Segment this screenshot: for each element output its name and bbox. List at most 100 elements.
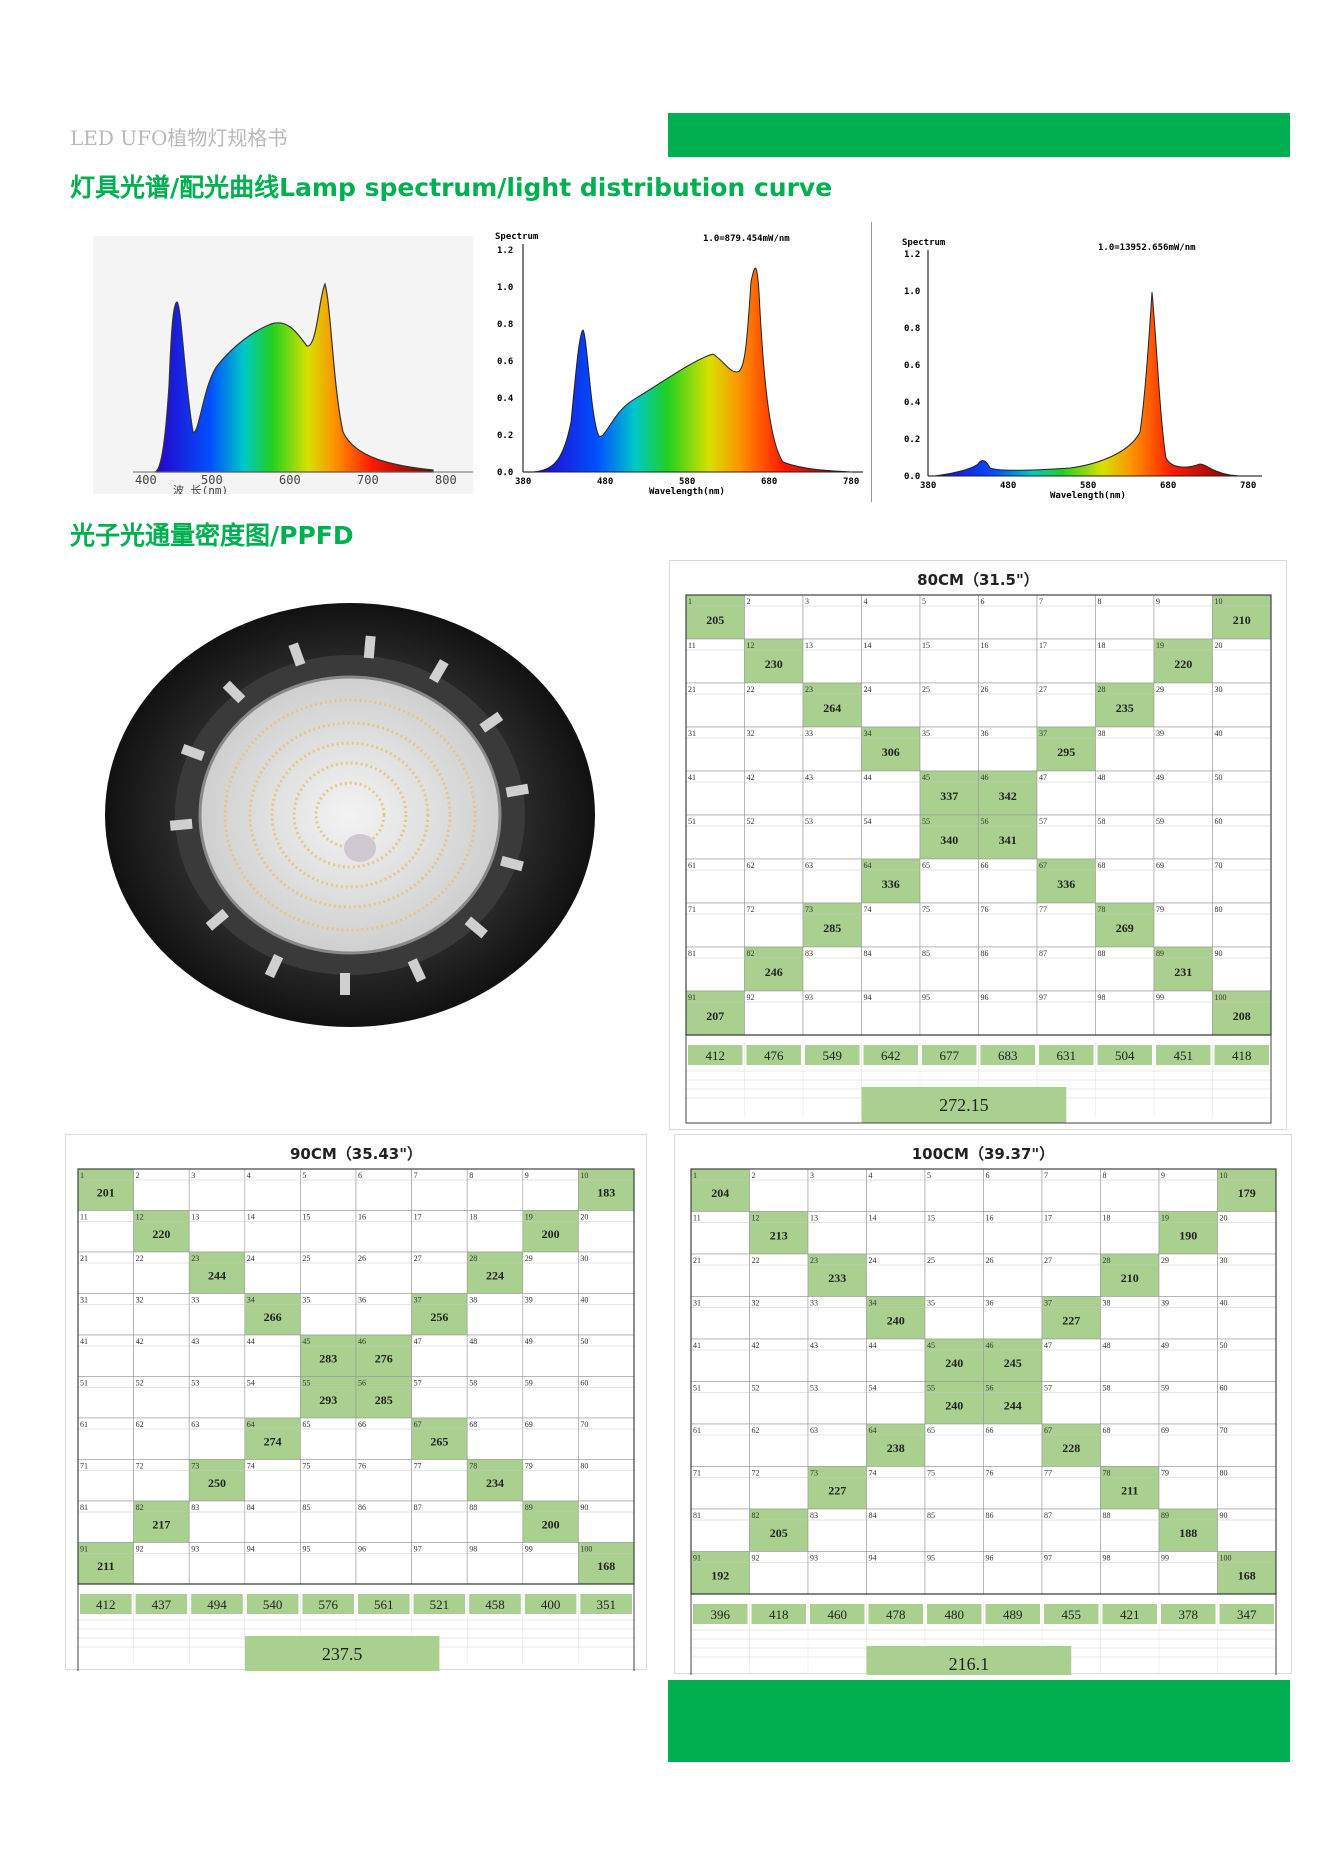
ppfd-cell-index: 60 [1215,817,1223,826]
ppfd-cell-value: 200 [542,1227,560,1241]
ppfd-cell [133,1417,190,1460]
ppfd-cell-index: 22 [752,1256,760,1265]
ppfd-cell [1217,1381,1277,1425]
ppfd-cell [133,1293,190,1336]
ppfd-cell-index: 4 [864,597,868,606]
ppfd-cell-index: 78 [469,1462,477,1471]
ppfd-cell-index: 55 [302,1379,310,1388]
ppfd-cell-filled [807,1253,867,1297]
ppfd-cell-index: 13 [810,1214,818,1223]
ppfd-cell-value: 240 [887,1314,905,1328]
spectrum-red-ytick-1: 0.2 [904,435,920,445]
ppfd-cell-value: 217 [152,1517,170,1531]
ppfd-cell [685,814,745,860]
ppfd-cell-index: 76 [986,1469,994,1478]
ppfd-cell-value: 227 [1062,1314,1080,1328]
ppfd-cell [749,1168,809,1212]
ppfd-cell-index: 100 [580,1545,592,1554]
ppfd-cell-filled [1153,946,1213,992]
ppfd-cell-value: 306 [882,745,900,759]
ppfd-cell-index: 15 [927,1214,935,1223]
color-spectrum-tick-700: 700 [357,473,379,487]
ppfd-cell [300,1500,357,1543]
ppfd-cell-value: 264 [823,701,841,715]
ppfd-cell-index: 51 [80,1379,88,1388]
ppfd-cell-index: 92 [752,1554,760,1563]
ppfd-cell-index: 33 [810,1299,818,1308]
ppfd-cell-index: 71 [693,1469,701,1478]
ppfd-cell-index: 35 [927,1299,935,1308]
ppfd-column-sum-cell [1039,1045,1094,1065]
ppfd-cell-index: 81 [80,1503,88,1512]
ppfd-cell [300,1293,357,1336]
ppfd-cell [1153,594,1213,640]
ppfd-cell-index: 61 [80,1420,88,1429]
ppfd-cell-index: 75 [302,1462,310,1471]
ppfd-cell [866,1508,926,1552]
ppfd-cell [1212,858,1272,904]
ppfd-cell [1158,1381,1218,1425]
ppfd-cell [978,858,1038,904]
ppfd-cell-filled [300,1376,357,1419]
ppfd-cell-filled [1158,1508,1218,1552]
ppfd-cell-index: 53 [805,817,813,826]
ppfd-cell-index: 83 [805,949,813,958]
ppfd-cell [578,1376,635,1419]
ppfd-cell-value: 293 [319,1393,337,1407]
ppfd-cell [244,1500,301,1543]
ppfd-cell [411,1168,468,1211]
ppfd-cell-index: 43 [805,773,813,782]
ppfd-cell-index: 70 [580,1420,588,1429]
ppfd-cell-index: 7 [1039,597,1043,606]
ppfd-cell-index: 85 [922,949,930,958]
spectrum-red-ytick-5: 1.0 [904,287,920,297]
ppfd-cell-value: 336 [1057,877,1075,891]
spectrum-full-xtick-680: 680 [761,477,777,487]
ppfd-cell [188,1376,246,1419]
ppfd-cell-index: 8 [1103,1171,1107,1180]
ppfd-cell-index: 39 [525,1296,533,1305]
ppfd-column-sum-cell [469,1594,521,1614]
ppfd-cell [861,990,921,1036]
ppfd-cell-index: 56 [358,1379,366,1388]
spectrum-full-xtick-780: 780 [843,477,859,487]
ppfd-cell-index: 92 [747,993,755,1002]
ppfd-cell-value: 207 [706,1009,724,1023]
ppfd-cell-index: 75 [927,1469,935,1478]
ppfd-cell-value: 205 [706,613,724,627]
ppfd-cell-index: 45 [302,1337,310,1346]
ppfd-cell [983,1508,1043,1552]
ppfd-cell [1100,1296,1160,1340]
ppfd-cell [807,1423,867,1467]
ppfd-average-box [866,1646,1072,1675]
spectrum-full-ytick-6: 1.2 [497,246,513,256]
ppfd-cell-index: 70 [1215,861,1223,870]
ppfd-cell-index: 77 [1044,1469,1052,1478]
ppfd-cell [1158,1168,1218,1212]
ppfd-cell-index: 40 [1215,729,1223,738]
ppfd-cell [578,1251,635,1294]
ppfd-column-sum-cell [1156,1045,1211,1065]
ppfd-cell-index: 87 [1044,1511,1052,1520]
ppfd-cell [685,858,745,904]
ppfd-cell [1041,1253,1101,1297]
ppfd-cell-index: 23 [805,685,813,694]
ppfd-cell [685,902,745,948]
ppfd-cell [1217,1338,1277,1382]
ppfd-cell [355,1168,412,1211]
ppfd-cell-filled [983,1381,1043,1425]
ppfd-cell [77,1376,134,1419]
ppfd-cell [466,1210,524,1253]
ppfd-cell-value: 285 [375,1393,393,1407]
spectrum-red-xlabel: Wavelength(nm) [1050,491,1126,501]
ppfd-cell-index: 14 [864,641,872,650]
ppfd-cell-value: 168 [1238,1569,1256,1583]
ppfd-average-value: 237.5 [322,1644,363,1664]
ppfd-cell-value: 238 [887,1441,905,1455]
ppfd-cell-index: 20 [1215,641,1223,650]
ppfd-column-sum-cell [1102,1604,1157,1624]
ppfd-cell-index: 39 [1161,1299,1169,1308]
ppfd-cell-index: 81 [688,949,696,958]
ppfd-cell-filled [466,1459,524,1502]
ppfd-column-sum-cell [302,1594,354,1614]
